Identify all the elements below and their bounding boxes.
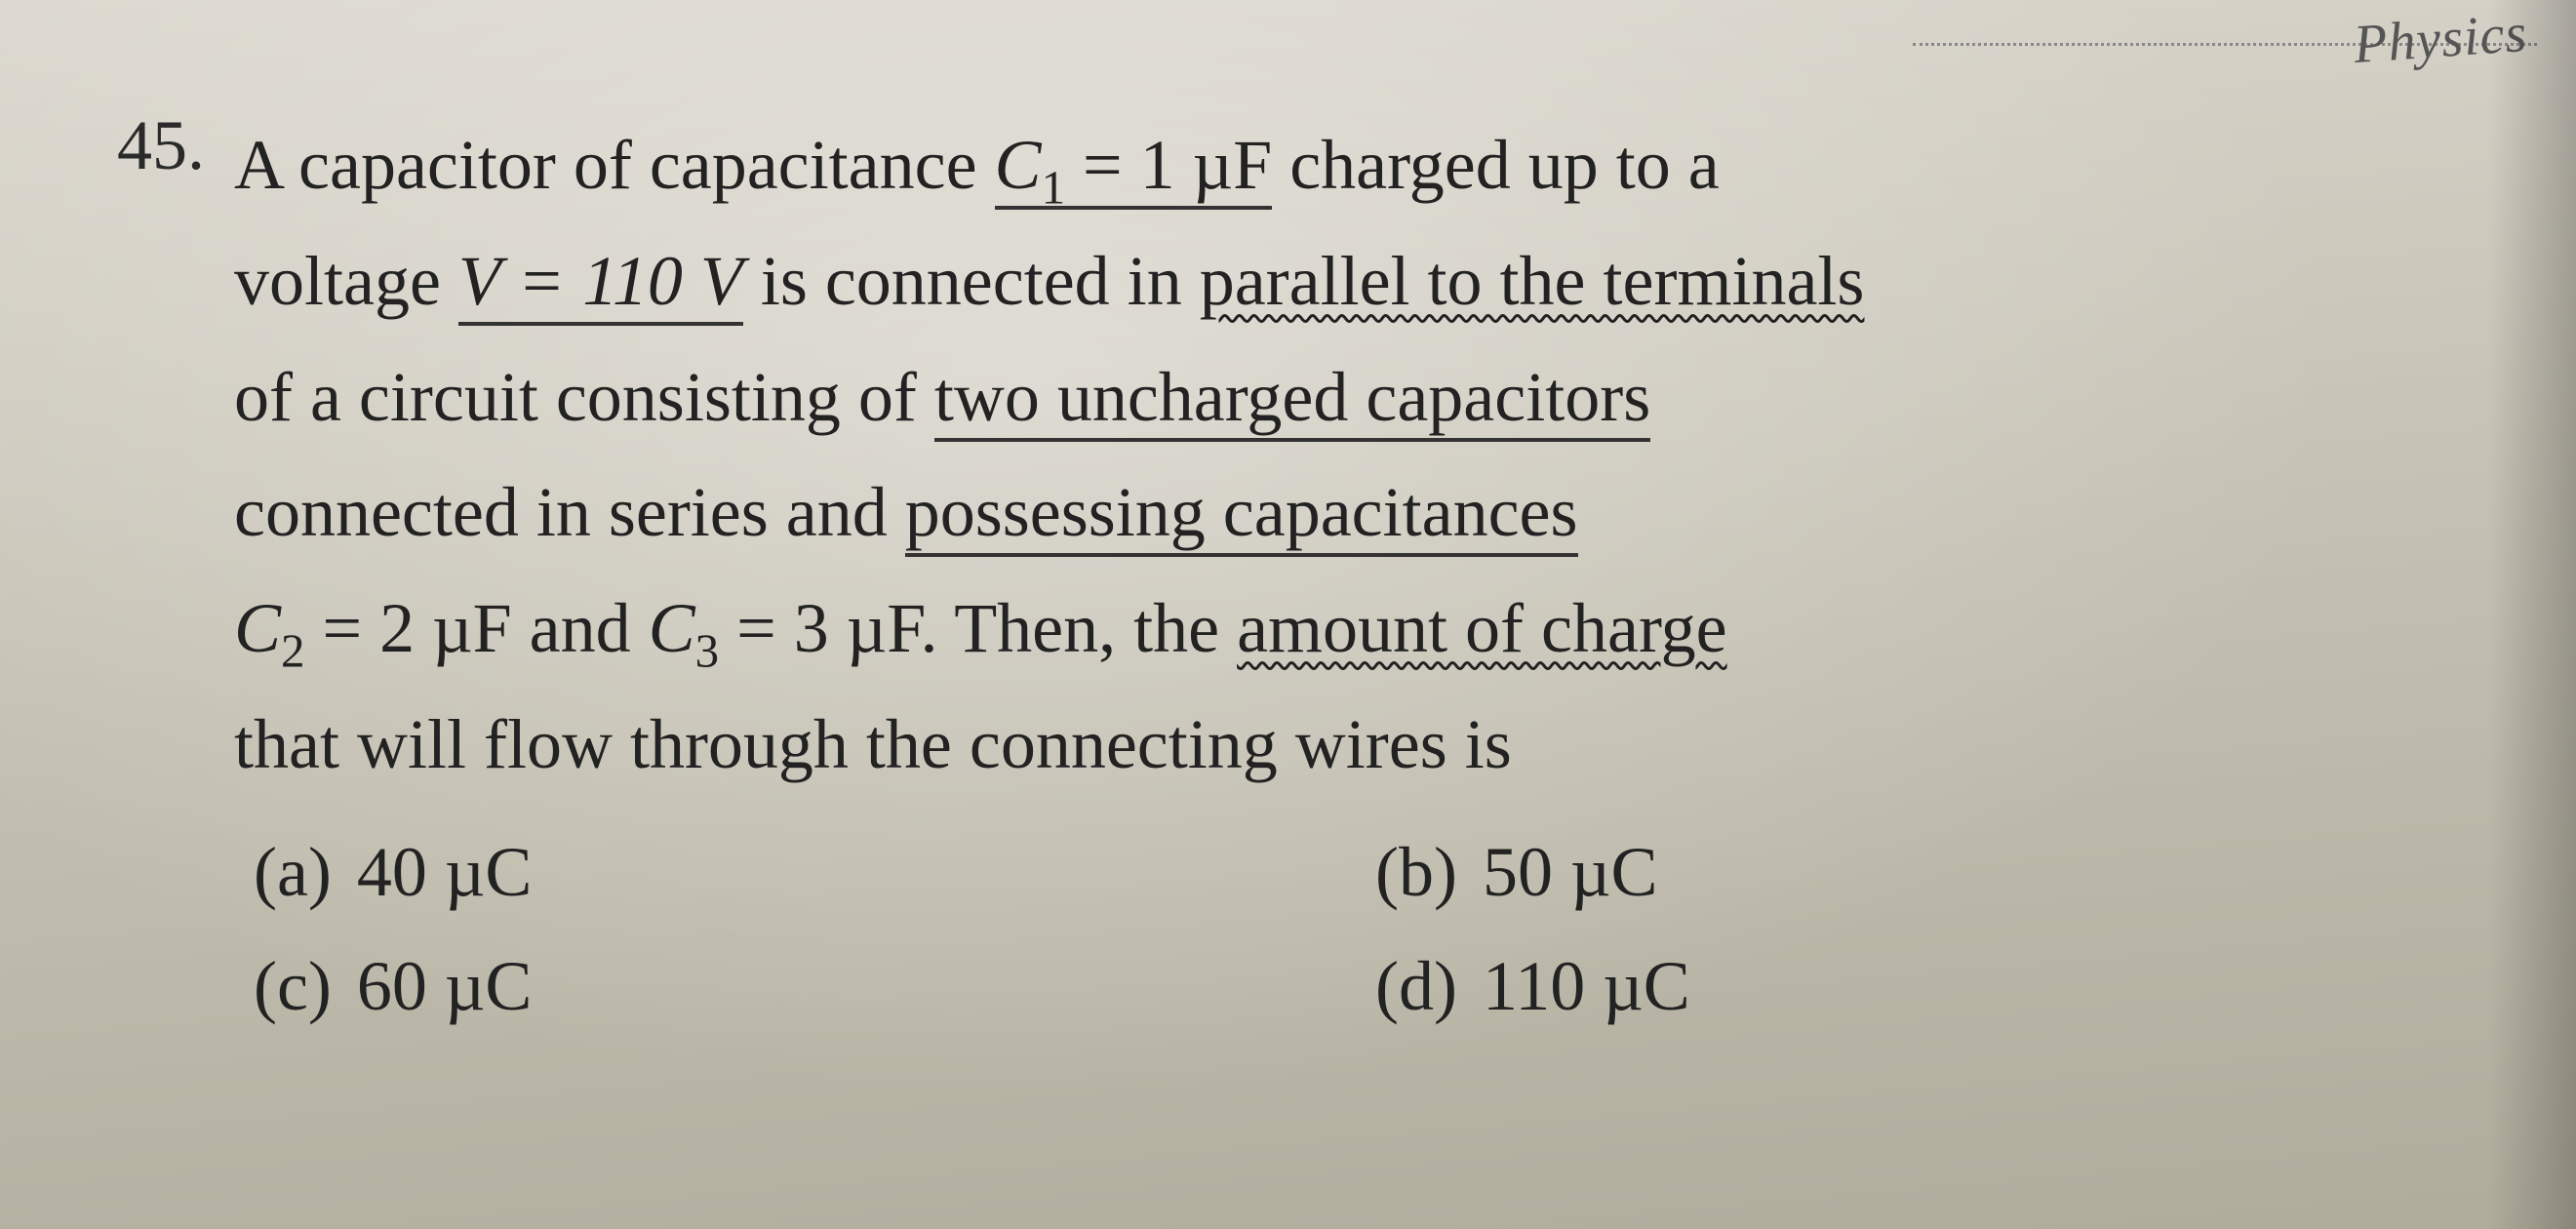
option-d: (d) 110 µC xyxy=(1375,946,2302,1027)
text-fragment: charged up to a xyxy=(1272,126,1720,204)
text-fragment: = 2 µF and xyxy=(305,589,649,667)
text-fragment: = 1 µF xyxy=(1065,126,1272,204)
option-c: (c) 60 µC xyxy=(254,946,1180,1027)
question-line-5: C2 = 2 µF and C3 = 3 µF. Then, the amoun… xyxy=(234,571,2498,687)
text-fragment: = 3 µF. Then, the xyxy=(719,589,1237,667)
underline-amount-charge: amount of charge xyxy=(1237,589,1727,667)
text-fragment: voltage xyxy=(234,242,458,320)
underline-possessing: possessing capacitances xyxy=(905,473,1578,557)
text-fragment: connected in series and xyxy=(234,473,905,551)
underline-c1: C1 = 1 µF xyxy=(995,126,1273,210)
var-v: V = 110 V xyxy=(458,242,743,320)
text-fragment: A capacitor of capacitance xyxy=(234,126,995,204)
option-value-c: 60 µC xyxy=(357,946,533,1027)
var-c3: C xyxy=(649,589,695,667)
text-fragment: of a circuit consisting of xyxy=(234,358,934,436)
option-b: (b) 50 µC xyxy=(1375,832,2302,913)
option-a: (a) 40 µC xyxy=(254,832,1180,913)
option-label-b: (b) xyxy=(1375,832,1457,913)
question-block: 45. A capacitor of capacitance C1 = 1 µF… xyxy=(117,107,2517,803)
option-value-a: 40 µC xyxy=(357,832,533,913)
question-line-3: of a circuit consisting of two uncharged… xyxy=(234,339,2498,456)
subject-label: Physics xyxy=(2352,2,2529,76)
question-line-6: that will flow through the connecting wi… xyxy=(234,687,2498,803)
subscript-3: 3 xyxy=(695,624,719,678)
subscript-2: 2 xyxy=(281,624,304,678)
question-text: A capacitor of capacitance C1 = 1 µF cha… xyxy=(234,107,2517,803)
page-scan: Physics 45. A capacitor of capacitance C… xyxy=(0,0,2576,1229)
underline-two-uncharged: two uncharged capacitors xyxy=(934,358,1650,442)
question-line-2: voltage V = 110 V is connected in parall… xyxy=(234,223,2498,339)
option-label-a: (a) xyxy=(254,832,332,913)
underline-parallel: parallel to the terminals xyxy=(1200,242,1865,320)
option-value-b: 50 µC xyxy=(1483,832,1658,913)
subscript-1: 1 xyxy=(1042,160,1065,214)
question-line-1: A capacitor of capacitance C1 = 1 µF cha… xyxy=(234,107,2498,223)
options-grid: (a) 40 µC (b) 50 µC (c) 60 µC (d) 110 µC xyxy=(254,832,2302,1027)
question-number: 45. xyxy=(117,107,205,184)
var-c: C xyxy=(995,126,1042,204)
question-line-4: connected in series and possessing capac… xyxy=(234,455,2498,571)
var-c2: C xyxy=(234,589,281,667)
option-label-c: (c) xyxy=(254,946,332,1027)
option-label-d: (d) xyxy=(1375,946,1457,1027)
option-value-d: 110 µC xyxy=(1483,946,1690,1027)
text-fragment: is connected in xyxy=(743,242,1200,320)
underline-v: V = 110 V xyxy=(458,242,743,326)
